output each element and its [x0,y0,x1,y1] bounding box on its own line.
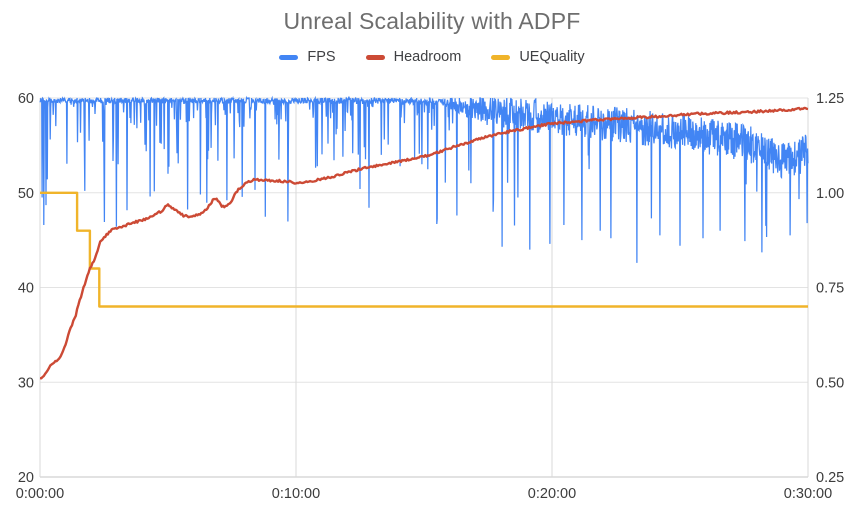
headroom-line [39,106,809,380]
chart-title: Unreal Scalability with ADPF [283,8,581,34]
y-right-tick-label: 1.25 [816,91,844,107]
y-left-tick-label: 50 [18,186,34,202]
legend-label-uequality: UEQuality [519,49,585,65]
legend-item-fps: FPS [279,49,336,65]
legend-swatch-uequality [491,54,511,60]
x-tick-label: 0:10:00 [272,486,320,502]
legend-label-fps: FPS [307,49,336,65]
y-right-tick-label: 0.75 [816,281,844,297]
chart-legend: FPS Headroom UEQuality [0,49,864,65]
legend-item-uequality: UEQuality [491,49,585,65]
y-left-tick-label: 40 [18,281,34,297]
uequality-line [40,191,808,308]
x-tick-label: 0:30:00 [784,486,832,502]
y-left-tick-label: 60 [18,91,34,107]
legend-item-headroom: Headroom [365,49,462,65]
x-tick-label: 0:00:00 [16,486,64,502]
y-right-tick-label: 0.25 [816,470,844,486]
legend-label-headroom: Headroom [393,49,462,65]
fps-line [39,95,809,263]
legend-swatch-headroom [365,54,385,60]
y-left-tick-label: 30 [18,375,34,391]
y-right-tick-label: 0.50 [816,375,844,391]
legend-swatch-fps [279,54,299,60]
y-right-tick-label: 1.00 [816,186,844,202]
y-left-tick-label: 20 [18,470,34,486]
x-tick-label: 0:20:00 [528,486,576,502]
